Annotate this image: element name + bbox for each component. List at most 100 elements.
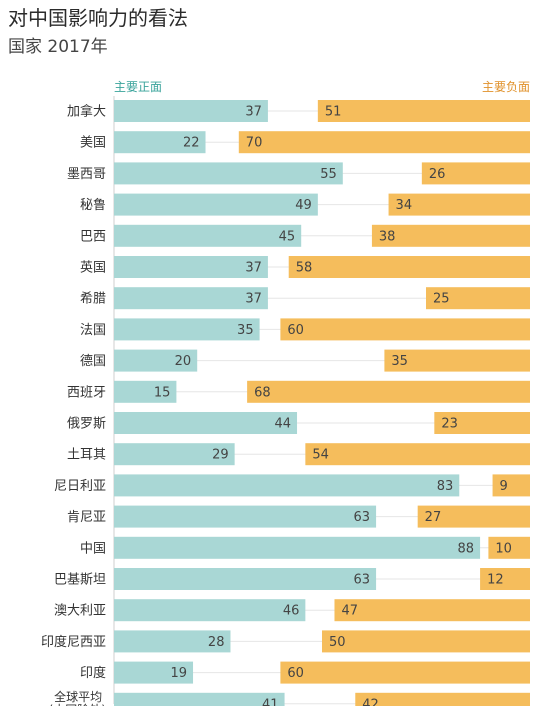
negative-bar xyxy=(492,474,530,497)
negative-bar xyxy=(247,380,530,403)
negative-bar xyxy=(371,224,530,247)
negative-value-label: 9 xyxy=(500,479,508,494)
positive-bar xyxy=(114,443,235,466)
positive-value-label: 37 xyxy=(245,261,262,276)
positive-value-label: 19 xyxy=(170,666,187,681)
positive-value-label: 45 xyxy=(279,229,296,244)
positive-bar xyxy=(114,380,177,403)
negative-bar xyxy=(280,661,530,684)
positive-value-label: 63 xyxy=(354,573,371,588)
negative-value-label: 54 xyxy=(312,448,329,463)
country-label: 印度尼西亚 xyxy=(41,634,106,650)
negative-bar xyxy=(488,536,530,559)
country-label: 希腊 xyxy=(80,292,106,307)
positive-value-label: 41 xyxy=(262,697,279,706)
negative-bar xyxy=(317,100,530,122)
country-label: 中国 xyxy=(80,541,106,556)
positive-bar xyxy=(114,661,194,684)
country-label: 加拿大 xyxy=(67,104,106,120)
positive-value-label: 63 xyxy=(354,510,371,525)
legend-positive: 主要正面 xyxy=(114,80,163,94)
country-label: 西班牙 xyxy=(67,385,106,400)
country-label: 澳大利亚 xyxy=(54,603,106,619)
positive-value-label: 55 xyxy=(320,167,337,182)
country-label: 秘鲁 xyxy=(80,198,106,213)
positive-bar xyxy=(114,318,260,341)
negative-bar xyxy=(288,256,530,278)
country-label: 巴西 xyxy=(80,229,106,244)
negative-value-label: 68 xyxy=(254,385,271,400)
negative-value-label: 38 xyxy=(379,229,396,244)
negative-value-label: 25 xyxy=(433,292,450,307)
negative-bar xyxy=(305,443,530,466)
positive-bar xyxy=(114,568,377,590)
negative-value-label: 47 xyxy=(341,604,358,619)
negative-value-label: 10 xyxy=(495,541,512,556)
country-label: 墨西哥 xyxy=(67,167,106,182)
negative-value-label: 60 xyxy=(287,666,304,681)
positive-value-label: 20 xyxy=(175,354,192,369)
positive-bar xyxy=(114,412,298,434)
positive-value-label: 37 xyxy=(245,105,262,120)
positive-bar xyxy=(114,599,306,622)
negative-value-label: 23 xyxy=(441,417,458,432)
positive-bar xyxy=(114,692,285,706)
negative-bar xyxy=(238,131,531,154)
negative-value-label: 42 xyxy=(362,697,379,706)
positive-value-label: 88 xyxy=(458,541,475,556)
negative-bar xyxy=(417,505,530,528)
negative-value-label: 26 xyxy=(429,167,446,182)
positive-bar xyxy=(114,505,377,528)
negative-bar xyxy=(280,318,530,341)
positive-bar xyxy=(114,131,206,154)
positive-value-label: 83 xyxy=(437,479,454,494)
positive-bar xyxy=(114,474,460,497)
negative-bar xyxy=(480,568,530,590)
positive-value-label: 35 xyxy=(237,323,254,338)
positive-value-label: 37 xyxy=(245,292,262,307)
positive-value-label: 22 xyxy=(183,136,200,151)
negative-value-label: 58 xyxy=(296,261,313,276)
legend-negative: 主要负面 xyxy=(481,80,530,94)
positive-bar xyxy=(114,100,268,122)
positive-value-label: 28 xyxy=(208,635,225,650)
negative-bar xyxy=(434,412,530,434)
negative-value-label: 50 xyxy=(329,635,346,650)
negative-value-label: 70 xyxy=(246,136,263,151)
positive-bar xyxy=(114,162,343,185)
chart-title: 对中国影响力的看法 xyxy=(8,6,188,30)
country-label: 全球平均 (中国除外) xyxy=(49,689,106,706)
negative-value-label: 27 xyxy=(425,510,442,525)
negative-value-label: 34 xyxy=(396,198,413,213)
country-label: 美国 xyxy=(80,136,106,151)
country-label: 巴基斯坦 xyxy=(54,573,106,588)
positive-bar xyxy=(114,193,318,216)
negative-value-label: 51 xyxy=(325,105,342,120)
negative-bar xyxy=(384,349,530,372)
country-label: 土耳其 xyxy=(67,448,106,463)
positive-value-label: 46 xyxy=(283,604,300,619)
negative-bar xyxy=(426,287,530,310)
country-label: 俄罗斯 xyxy=(67,417,106,432)
positive-bar xyxy=(114,287,268,310)
positive-bar xyxy=(114,349,198,372)
chart-subtitle: 国家 2017年 xyxy=(8,37,108,57)
negative-value-label: 35 xyxy=(391,354,408,369)
positive-bar xyxy=(114,630,231,653)
country-label: 尼日利亚 xyxy=(54,479,106,494)
country-label: 肯尼亚 xyxy=(67,510,106,525)
negative-bar xyxy=(334,599,530,622)
negative-bar xyxy=(388,193,530,216)
country-label: 德国 xyxy=(80,354,106,369)
negative-bar xyxy=(355,692,530,706)
negative-value-label: 60 xyxy=(287,323,304,338)
positive-value-label: 49 xyxy=(295,198,312,213)
country-label: 法国 xyxy=(80,323,106,338)
positive-bar xyxy=(114,536,481,559)
negative-bar xyxy=(322,630,530,653)
positive-value-label: 29 xyxy=(212,448,229,463)
positive-bar xyxy=(114,256,268,278)
negative-value-label: 12 xyxy=(487,573,504,588)
negative-bar xyxy=(421,162,530,185)
